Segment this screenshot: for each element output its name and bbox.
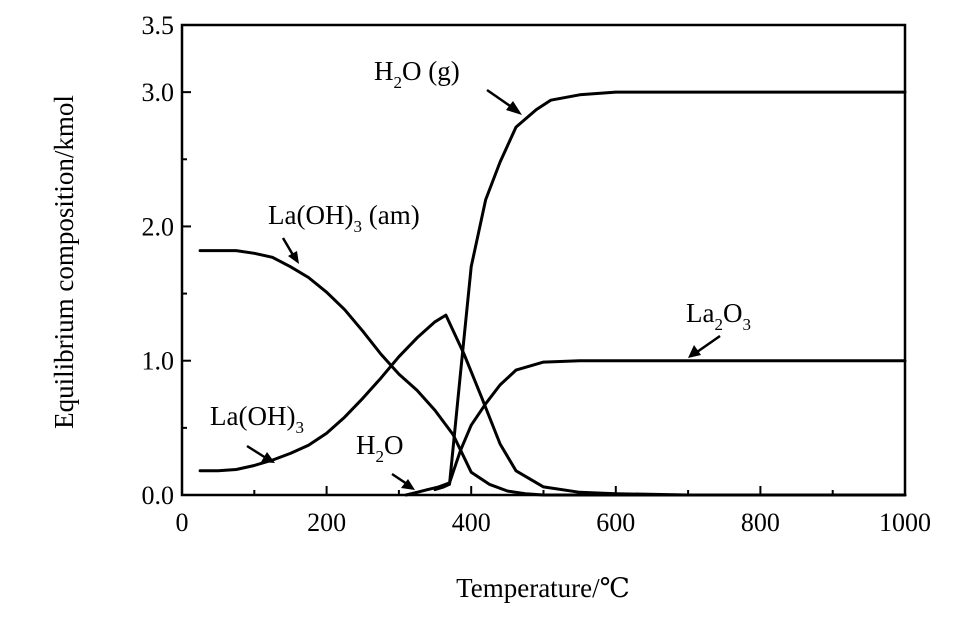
x-tick-label: 400 (452, 508, 491, 537)
y-tick-label: 3.0 (142, 78, 175, 107)
arrow-h2o-g (486, 88, 522, 115)
y-tick-label: 1.0 (142, 347, 175, 376)
label-h2o-g: H2O (g) (374, 56, 460, 92)
x-axis-ticks: 0 200 400 600 800 1000 (176, 486, 931, 537)
series-line-la-oh-3-am (198, 249, 907, 497)
arrow-la-oh-3 (246, 444, 275, 463)
x-tick-label: 1000 (879, 508, 931, 537)
series-layer (198, 90, 907, 497)
label-la2o3: La2O3 (686, 298, 751, 334)
x-tick-label: 200 (307, 508, 346, 537)
arrow-la-oh-3-am (281, 237, 299, 264)
arrow-h2o (391, 472, 415, 490)
x-tick-label: 800 (741, 508, 780, 537)
series-line-la-oh-3 (198, 313, 907, 497)
y-axis-label: Equilibrium composition/kmol (49, 95, 79, 429)
y-tick-label: 2.0 (142, 212, 175, 241)
y-tick-label: 3.5 (142, 11, 175, 40)
x-tick-label: 600 (596, 508, 635, 537)
x-axis-label: Temperature/℃ (456, 573, 630, 603)
y-tick-label: 0.0 (142, 481, 175, 510)
series-line-h2o (404, 359, 907, 497)
y-axis-ticks: 0.0 1.0 2.0 3.0 3.5 (142, 11, 191, 510)
label-la-oh-3-am: La(OH)3 (am) (268, 200, 420, 236)
label-la-oh-3: La(OH)3 (210, 401, 304, 437)
arrow-la2o3 (688, 334, 721, 358)
series-line-h2o-g (433, 90, 907, 492)
x-tick-label: 0 (176, 508, 189, 537)
label-h2o: H2O (356, 430, 404, 466)
